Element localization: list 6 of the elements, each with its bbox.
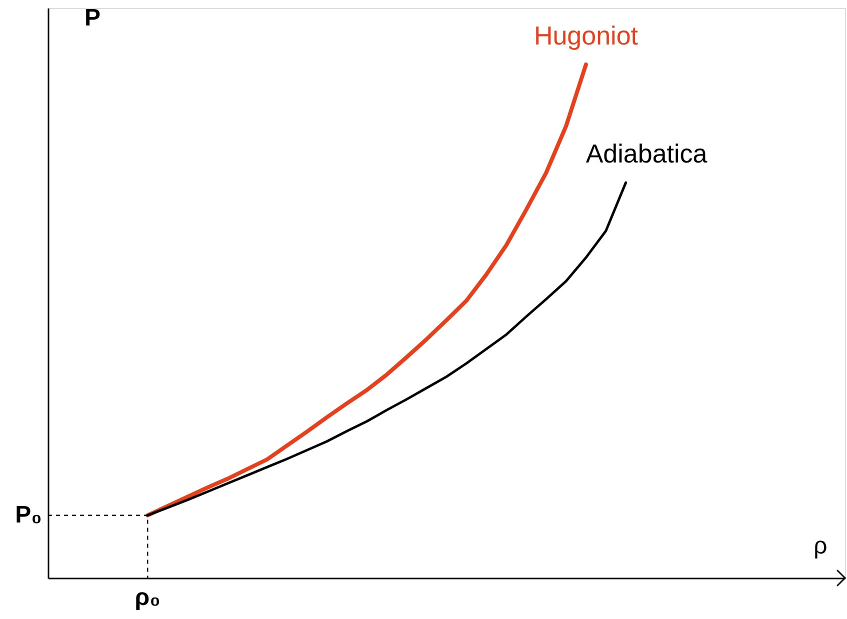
series-label: Hugoniot <box>534 20 639 50</box>
x-axis-title: ρ <box>814 532 828 560</box>
series-label: Adiabatica <box>586 138 708 169</box>
text: ρ₀ <box>134 584 160 611</box>
text: P₀ <box>15 501 42 528</box>
y-axis-title: P <box>84 4 101 32</box>
